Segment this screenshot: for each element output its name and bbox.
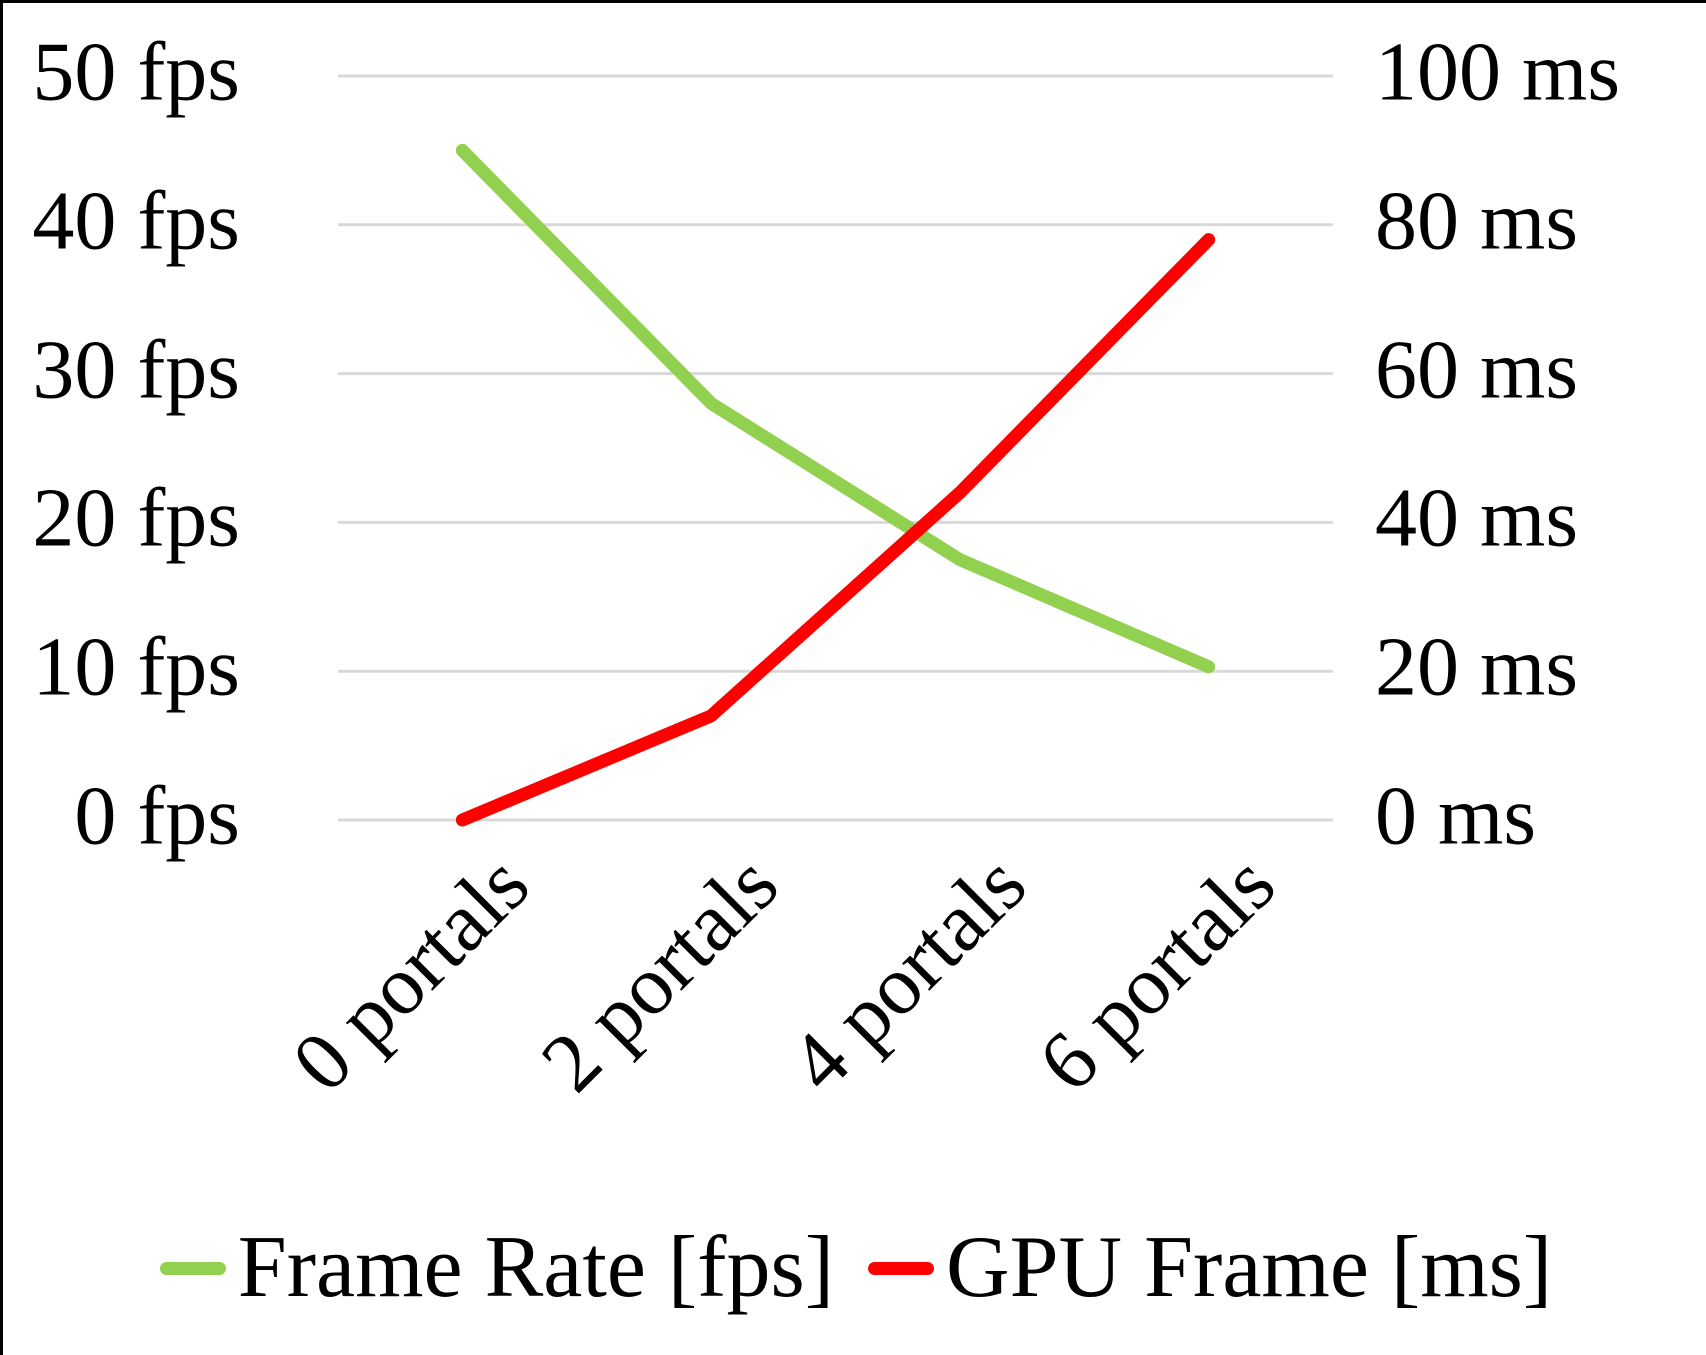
right-axis-tick-label: 100 ms	[1375, 25, 1621, 119]
frame-rate-legend-label: Frame Rate [fps]	[237, 1219, 835, 1316]
left-axis-tick-label: 0 fps	[74, 769, 240, 863]
gpu-frame-legend-label: GPU Frame [ms]	[946, 1219, 1553, 1316]
legend-item-frame-rate: Frame Rate [fps]	[159, 1213, 835, 1323]
left-axis-tick-label: 30 fps	[32, 323, 240, 417]
frame-rate-line-swatch-icon	[159, 1261, 226, 1275]
legend: Frame Rate [fps] GPU Frame [ms]	[3, 1203, 1706, 1333]
right-axis-tick-label: 0 ms	[1375, 769, 1537, 863]
right-axis-tick-label: 80 ms	[1375, 174, 1579, 268]
gpu-frame-line	[455, 233, 1216, 827]
plot-area	[338, 74, 1333, 827]
frame-rate-line	[455, 143, 1216, 674]
right-axis-tick-label: 20 ms	[1375, 620, 1579, 714]
left-axis-tick-label: 10 fps	[32, 620, 240, 714]
legend-item-gpu-frame: GPU Frame [ms]	[868, 1213, 1552, 1323]
left-axis-tick-label: 50 fps	[32, 25, 240, 119]
left-axis-tick-label: 20 fps	[32, 472, 240, 566]
gpu-frame-line-swatch-icon	[868, 1261, 935, 1275]
left-axis-tick-label: 40 fps	[32, 174, 240, 268]
right-axis-tick-label: 60 ms	[1375, 323, 1579, 417]
right-axis-tick-label: 40 ms	[1375, 472, 1579, 566]
